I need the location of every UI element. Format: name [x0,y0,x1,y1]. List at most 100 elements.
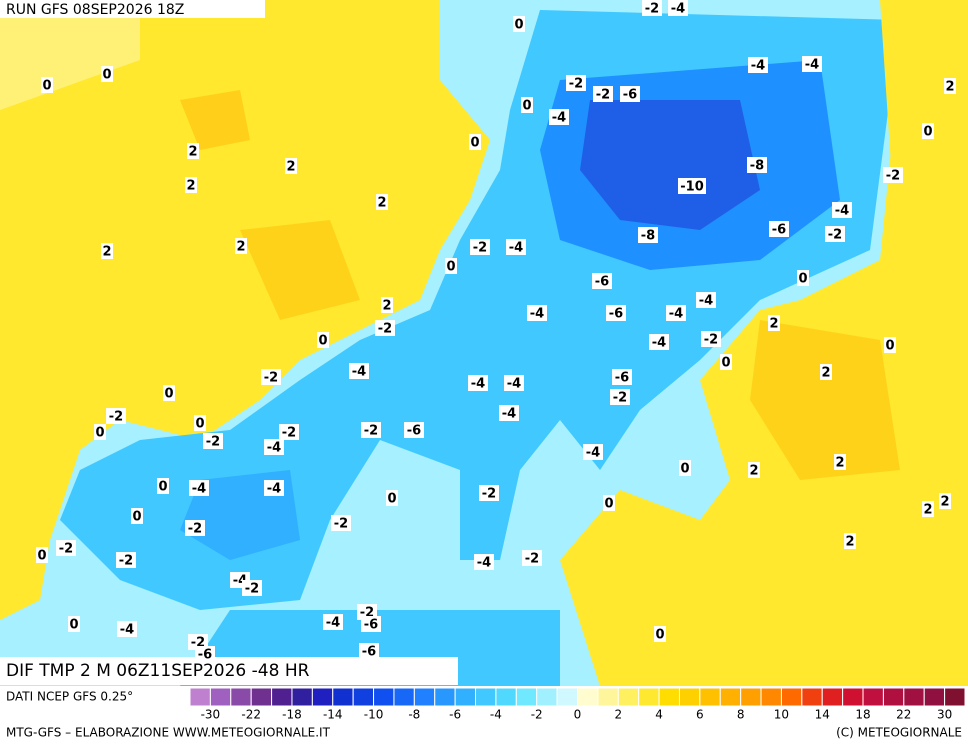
label-box [117,621,137,637]
label-box [668,0,688,16]
legend-tick-label: 22 [896,708,911,722]
label-box [323,614,343,630]
contour-label: -2 [569,77,583,92]
label-box [381,297,393,313]
label-box [748,462,760,478]
label-box [883,167,903,183]
contour-label: -6 [609,307,623,322]
contour-label: -2 [188,522,202,537]
label-box [720,354,732,370]
legend-swatch [332,687,354,707]
label-box [94,424,106,440]
contour-label: 0 [69,618,78,633]
label-box [521,97,533,113]
contour-label: 2 [821,366,830,381]
legend-tick-label: -10 [364,708,384,722]
contour-label: 0 [164,387,173,402]
legend-swatch [393,687,415,707]
label-box [832,202,852,218]
label-box [116,552,136,568]
legend-tick-label: -6 [449,708,461,722]
label-box [101,243,113,259]
label-box [747,157,767,173]
contour-label: 2 [186,179,195,194]
legend-swatch [230,687,252,707]
contour-label: 0 [514,18,523,33]
legend-swatch [678,687,701,707]
contour-label: -4 [192,482,206,497]
contour-label: -4 [120,623,134,638]
legend-swatch [475,687,497,707]
contour-label: -4 [267,482,281,497]
label-box [261,369,281,385]
legend-swatch [944,687,966,707]
contour-label: 2 [945,80,954,95]
label-box [522,550,542,566]
label-box [606,305,626,321]
legend-swatch [250,687,273,707]
contour-label: -4 [502,407,516,422]
label-box [768,315,780,331]
contour-label: -2 [206,435,220,450]
contour-label: -6 [615,371,629,386]
legend-tick-label: 14 [815,708,830,722]
contour-label: 0 [470,136,479,151]
label-box [185,520,205,536]
label-box [468,375,488,391]
label-box [696,292,716,308]
contour-label: 0 [37,549,46,564]
contour-label: 0 [195,417,204,432]
legend-swatch [658,687,680,707]
contour-label: 0 [655,628,664,643]
contour-label: 0 [798,272,807,287]
contour-label: 0 [42,79,51,94]
legend-swatch [495,687,517,707]
legend-swatch [699,687,721,707]
legend-swatch [515,687,538,707]
legend-tick-label: 6 [696,708,704,722]
contour-label: -4 [699,294,713,309]
legend-swatch [903,687,925,707]
label-box [797,270,809,286]
legend-tick-label: -2 [531,708,543,722]
label-box [285,158,297,174]
label-box [603,495,615,511]
label-box [610,389,630,405]
contour-label: -4 [471,377,485,392]
contour-label: -4 [669,307,683,322]
label-box [187,143,199,159]
label-box [506,239,526,255]
contour-label: 0 [102,68,111,83]
label-box [884,337,896,353]
legend-tick-label: 10 [774,708,789,722]
legend-tick-label: 8 [737,708,745,722]
legend-swatch [536,687,558,707]
legend-tick-label: -8 [408,708,420,722]
label-box [654,626,666,642]
contour-label: -6 [595,275,609,290]
legend-tick-label: -14 [323,708,343,722]
label-box [638,227,658,243]
label-box [359,643,379,659]
legend-tick-label: -22 [241,708,261,722]
run-box [0,0,265,18]
legend-swatch [454,687,477,707]
label-box [479,485,499,501]
contour-label: -4 [671,2,685,17]
contour-label: -6 [364,618,378,633]
label-box [386,490,398,506]
contour-label: -4 [352,365,366,380]
label-box [106,408,126,424]
map-title: DIF TMP 2 M 06Z11SEP2026 -48 HR [6,661,310,681]
label-box [203,433,223,449]
label-box [583,444,603,460]
label-box [194,415,206,431]
legend-swatch [577,687,599,707]
contour-label: 0 [95,426,104,441]
shade [240,220,360,320]
label-box [679,460,691,476]
label-box [834,454,846,470]
legend-swatch [780,687,803,707]
label-box [701,331,721,347]
contour-label: -4 [326,616,340,631]
